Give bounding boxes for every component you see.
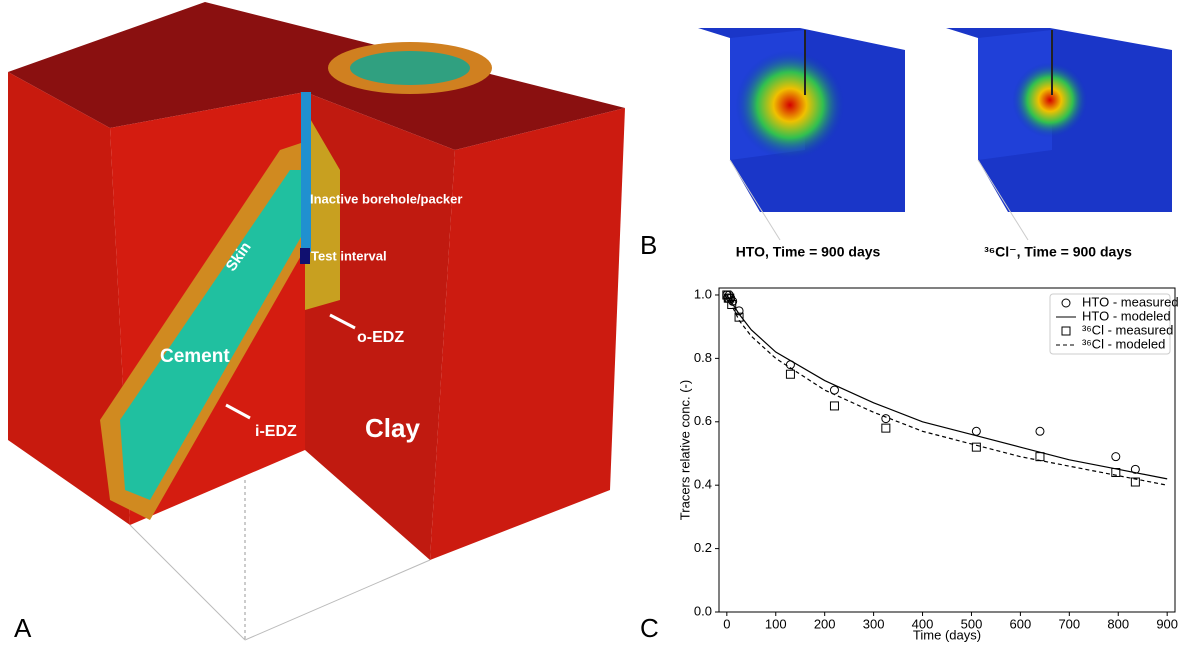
y-tick-label: 0.0 [694, 603, 712, 618]
label: Test interval [311, 248, 387, 263]
marker [722, 290, 732, 300]
x-tick-label: 900 [1156, 616, 1178, 631]
y-tick-label: 0.4 [694, 477, 712, 492]
x-tick-label: 300 [863, 616, 885, 631]
label: Clay [365, 413, 420, 443]
y-axis-label: Tracers relative conc. (-) [677, 380, 692, 520]
marker [1130, 464, 1140, 474]
x-tick-label: 500 [961, 616, 983, 631]
x-tick-label: 700 [1058, 616, 1080, 631]
panel-a-render [8, 2, 625, 641]
caption: HTO, Time = 900 days [736, 244, 881, 260]
marker [971, 442, 981, 452]
marker [1111, 452, 1121, 462]
marker [1130, 477, 1140, 487]
label: Inactive borehole/packer [310, 191, 462, 206]
label: Cement [160, 346, 230, 367]
x-tick-label: 400 [912, 616, 934, 631]
x-tick-label: 0 [723, 616, 730, 631]
y-tick-label: 0.2 [694, 540, 712, 555]
marker [785, 369, 795, 379]
marker [829, 401, 839, 411]
x-tick-label: 200 [814, 616, 836, 631]
panel-label: C [640, 613, 659, 643]
marker [1061, 326, 1071, 336]
panel-label: A [14, 613, 32, 643]
marker [727, 299, 737, 309]
line [726, 294, 1168, 486]
marker [971, 426, 981, 436]
x-tick-label: 600 [1010, 616, 1032, 631]
y-tick-label: 0.8 [694, 350, 712, 365]
legend-label: HTO - modeled [1082, 308, 1171, 323]
x-tick-label: 800 [1107, 616, 1129, 631]
label: o-EDZ [357, 329, 404, 346]
caption: ³⁶Cl⁻, Time = 900 days [984, 244, 1132, 260]
x-axis-label: Time (days) [913, 627, 981, 642]
marker [1061, 298, 1071, 308]
y-tick-label: 1.0 [694, 286, 712, 301]
legend-label: ³⁶Cl - modeled [1082, 336, 1165, 351]
marker [1035, 426, 1045, 436]
legend-box [1049, 293, 1171, 355]
marker [1035, 452, 1045, 462]
x-tick-label: 100 [765, 616, 787, 631]
label: i-EDZ [255, 423, 297, 440]
line [726, 294, 1168, 480]
legend-label: ³⁶Cl - measured [1082, 322, 1173, 337]
legend-label: HTO - measured [1082, 294, 1179, 309]
panel-b-render [698, 28, 1172, 241]
plot-frame [718, 287, 1176, 613]
y-tick-label: 0.6 [694, 413, 712, 428]
marker [1111, 468, 1121, 478]
chart: 0 100 200 300 400 500 600 700 800 900 0.0 0.2 0.4 0.6… [677, 286, 1178, 642]
marker [881, 423, 891, 433]
panel-label: B [640, 230, 657, 260]
